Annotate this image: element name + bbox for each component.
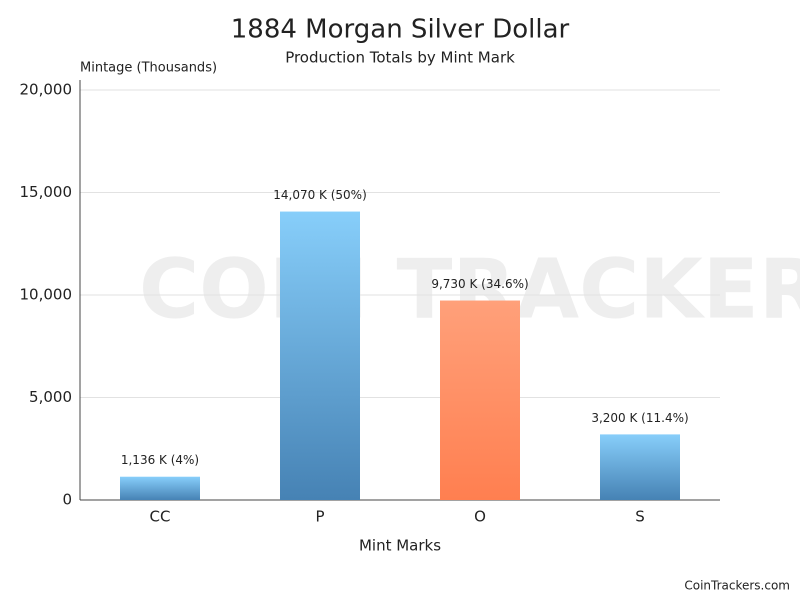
y-tick-label: 20,000 [20,81,73,99]
x-tick-label: P [315,508,324,526]
y-axis-title: Mintage (Thousands) [80,61,217,76]
x-axis-title: Mint Marks [359,537,441,555]
footer: CoinTrackers.com [684,579,790,593]
y-tick-label: 0 [62,491,72,509]
x-tick-label: S [635,508,645,526]
y-tick-label: 15,000 [20,183,73,201]
chart-title: 1884 Morgan Silver Dollar [231,15,570,45]
x-tick-label: O [474,508,486,526]
y-tick-label: 5,000 [29,388,72,406]
value-label: 1,136 K (4%) [121,453,199,467]
bar [280,212,360,500]
x-tick-label: CC [150,508,171,526]
bar [440,301,520,500]
bar [600,434,680,500]
value-label: 9,730 K (34.6%) [431,277,528,291]
chart-subtitle: Production Totals by Mint Mark [285,49,515,67]
y-tick-label: 10,000 [20,286,73,304]
bar [120,477,200,500]
value-label: 3,200 K (11.4%) [591,411,688,425]
value-label: 14,070 K (50%) [273,188,367,202]
